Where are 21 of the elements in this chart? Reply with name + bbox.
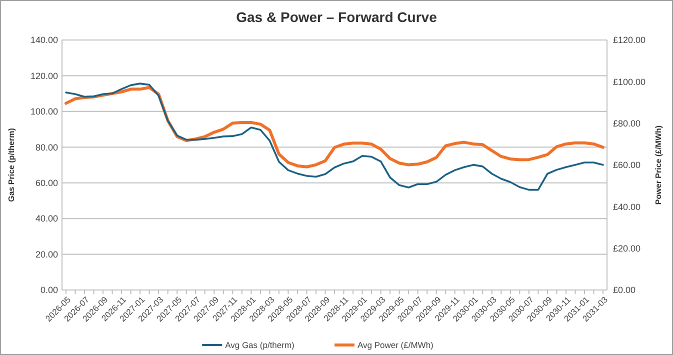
y-tick-label: 140.00 bbox=[30, 35, 58, 46]
y2-tick-label: £120.00 bbox=[613, 35, 646, 46]
y-axis-title: Gas Price (p/therm) bbox=[7, 128, 16, 202]
y-tick-label: 100.00 bbox=[30, 106, 58, 117]
y2-axis-title: Power Price (£/MWh) bbox=[654, 125, 663, 205]
y-tick-label: 60.00 bbox=[35, 178, 58, 188]
y-tick-label: 120.00 bbox=[30, 70, 58, 81]
y-tick-label: 40.00 bbox=[35, 214, 58, 224]
y2-tick-label: £60.00 bbox=[613, 160, 641, 170]
line-series bbox=[65, 82, 604, 191]
legend-label: Avg Gas (p/therm) bbox=[225, 340, 295, 350]
legend-label: Avg Power (£/MWh) bbox=[358, 340, 434, 350]
y2-tick-label: £100.00 bbox=[613, 76, 646, 87]
y2-tick-label: £20.00 bbox=[613, 243, 641, 254]
y2-tick-label: £40.00 bbox=[613, 202, 641, 212]
y-tick-label: 0.00 bbox=[40, 285, 58, 296]
y2-tick-label: £0.00 bbox=[613, 285, 636, 296]
y2-tick-label: £80.00 bbox=[613, 118, 641, 128]
chart-title: Gas & Power – Forward Curve bbox=[236, 9, 438, 25]
y-tick-label: 80.00 bbox=[35, 142, 58, 152]
y-tick-label: 20.00 bbox=[35, 249, 58, 260]
